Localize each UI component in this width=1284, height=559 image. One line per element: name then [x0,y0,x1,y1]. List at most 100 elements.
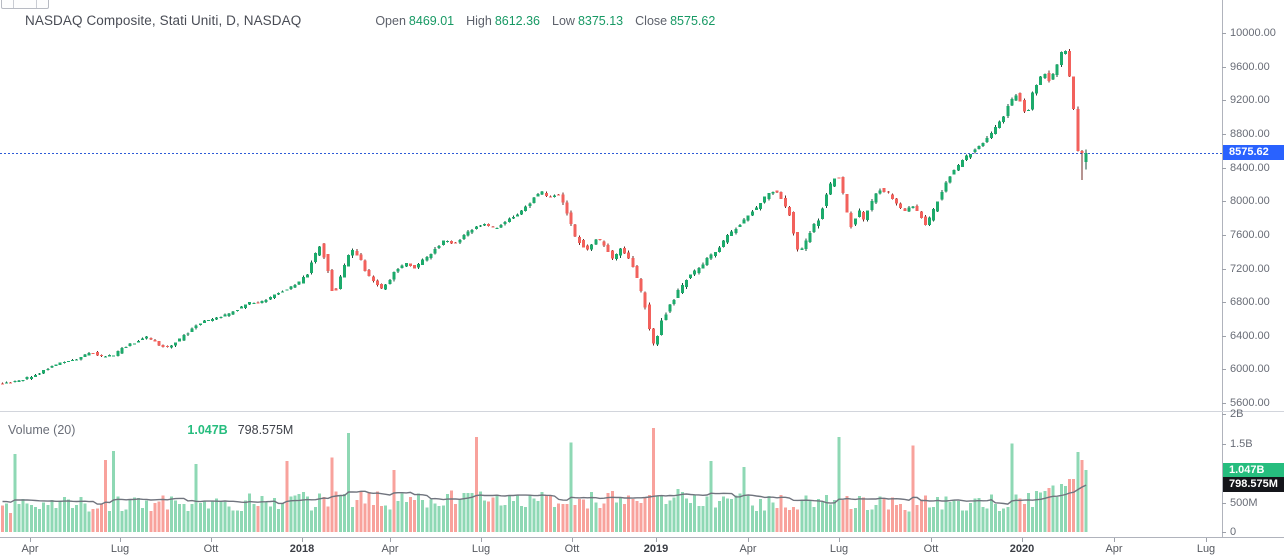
candle-body [141,338,145,340]
volume-bar [112,451,116,532]
time-axis[interactable]: Apr Lug Ott 2018 Apr Lug Ott 2019 Apr Lug Ott 2020 A… [0,538,1284,559]
candle-body [528,203,532,207]
time-tick-mark [30,538,31,542]
candle-body [647,304,651,330]
volume-bar [1051,485,1055,532]
time-tick-label: Apr [739,543,757,555]
volume-bar [338,495,342,532]
symbol-title[interactable]: NASDAQ Composite, Stati Uniti, D, NASDAQ [25,13,302,28]
candle-body [516,214,519,217]
candle-body [1068,51,1072,77]
candle-wick [282,290,284,293]
volume-bar [668,500,672,532]
time-tick-label: 2018 [289,543,315,555]
volume-bar [989,494,993,532]
volume-bar [396,501,400,532]
candle-body [672,300,676,305]
volume-bar [557,503,561,532]
candle-body [639,278,643,291]
volume-bar [684,498,688,532]
pane-divider[interactable] [0,411,1284,412]
candle-body [627,252,631,259]
candle-body [524,206,528,211]
axis-tick-label: 7200.00 [1230,262,1270,275]
candle-body [610,250,614,259]
volume-bar [17,504,21,532]
candle-body [281,291,285,293]
candle-body [730,231,734,236]
candle-body [956,165,960,171]
volume-bar [544,495,548,532]
candle-body [882,187,886,192]
chart-canvas[interactable] [0,0,1222,537]
volume-bar [623,503,627,532]
axis-tick-mark [1222,100,1226,101]
axis-tick-label: 9600.00 [1230,60,1270,73]
candle-body [487,224,491,227]
candle-body [347,255,351,267]
candle-body [178,338,182,342]
candle-body [338,276,342,289]
candle-body [1080,151,1084,154]
volume-bar [919,499,923,532]
candle-body [598,239,602,241]
time-tick-mark [656,538,657,542]
volume-indicator-label[interactable]: Volume (20) [8,423,76,437]
volume-bar [503,505,507,532]
candle-body [829,183,833,195]
candle-body [363,260,367,272]
volume-bar [343,494,346,532]
candle-body [437,245,441,249]
candle-body [693,270,697,275]
time-tick-label: Lug [829,543,849,555]
volume-bar [705,496,709,532]
candle-body [965,155,969,161]
time-tick-mark [572,538,573,542]
candle-body [862,212,866,220]
candle-body [169,345,173,348]
candle-body [1022,99,1026,112]
volume-bar [219,501,223,532]
volume-bar [882,498,886,532]
volume-bar [178,504,182,532]
time-tick-label: 2019 [643,543,669,555]
toolbar-edge[interactable] [1,0,49,9]
volume-bar [227,506,231,532]
candle-body [277,293,280,295]
volume-bar [948,501,952,532]
volume-bar [1068,478,1072,532]
volume-bar [911,445,915,532]
volume-bar [264,501,268,532]
volume-bar [1064,486,1067,532]
volume-bar [709,461,713,532]
candle-body [112,355,116,357]
candle-body [915,205,919,211]
axis-tick-mark [1222,269,1226,270]
volume-bar [656,496,660,532]
time-tick-mark [481,538,482,542]
candle-body [186,333,190,335]
candle-body [1072,76,1076,110]
volume-bar [417,493,421,532]
volume-bar [153,503,157,532]
volume-bar [775,507,779,532]
candle-body [759,203,763,210]
time-tick-label: Apr [21,543,39,555]
candle-body [660,320,664,335]
axis-tick-mark [1222,336,1226,337]
candle-body [99,354,103,356]
volume-bar [652,428,655,532]
candle-body [458,239,462,243]
volume-bar [746,495,750,532]
candle-body [50,366,54,368]
volume-bar [825,495,828,532]
price-axis[interactable]: 8575.62 1.047B 798.575M 10000.00 9600.00 9… [1222,0,1284,538]
volume-bar [62,496,66,532]
volume-bar [969,503,973,532]
candle-body [153,340,157,342]
volume-bar [717,501,721,532]
candle-body [29,377,33,379]
volume-bar [458,499,462,532]
candle-body [211,318,215,322]
candle-body [470,229,474,233]
